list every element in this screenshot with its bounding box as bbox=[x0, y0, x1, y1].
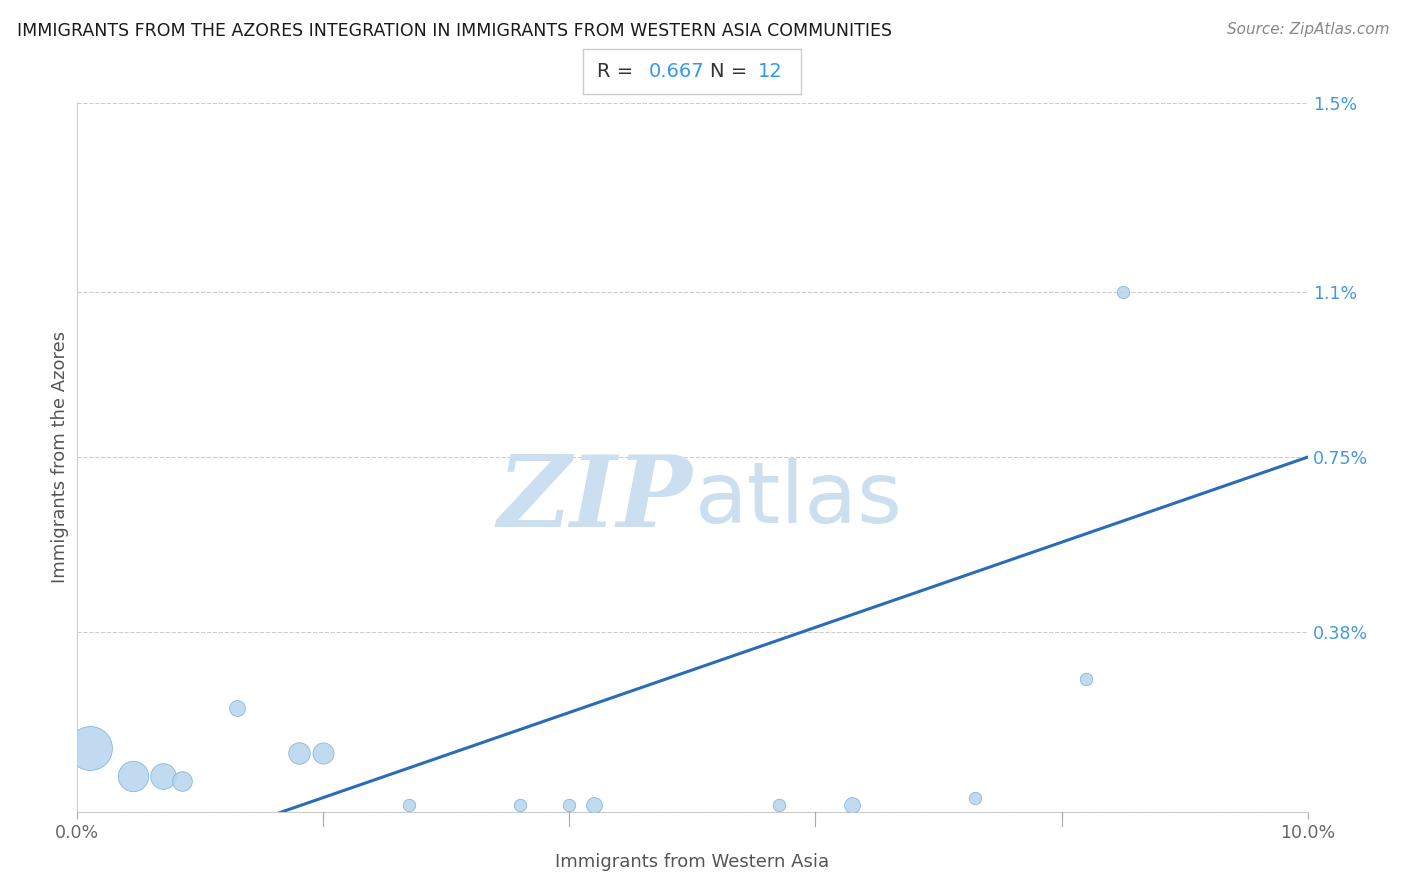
Point bbox=[583, 797, 606, 812]
Point bbox=[1112, 285, 1135, 299]
Text: IMMIGRANTS FROM THE AZORES INTEGRATION IN IMMIGRANTS FROM WESTERN ASIA COMMUNITI: IMMIGRANTS FROM THE AZORES INTEGRATION I… bbox=[17, 22, 891, 40]
Text: 0.667: 0.667 bbox=[650, 62, 704, 81]
Text: 12: 12 bbox=[758, 62, 783, 81]
Point bbox=[312, 746, 335, 760]
Text: Source: ZipAtlas.com: Source: ZipAtlas.com bbox=[1226, 22, 1389, 37]
Y-axis label: Immigrants from the Azores: Immigrants from the Azores bbox=[51, 331, 69, 583]
Text: R =: R = bbox=[596, 62, 640, 81]
Point bbox=[1076, 673, 1098, 687]
Point bbox=[121, 769, 143, 783]
Point bbox=[558, 797, 581, 812]
Point bbox=[509, 797, 531, 812]
X-axis label: Immigrants from Western Asia: Immigrants from Western Asia bbox=[555, 854, 830, 871]
Point bbox=[768, 797, 790, 812]
Point bbox=[841, 797, 863, 812]
Point bbox=[288, 746, 311, 760]
Text: atlas: atlas bbox=[695, 458, 903, 541]
Point bbox=[170, 774, 193, 789]
Text: ZIP: ZIP bbox=[498, 451, 693, 548]
Point bbox=[79, 740, 101, 755]
Point bbox=[226, 700, 249, 714]
Point bbox=[152, 769, 174, 783]
Point bbox=[398, 797, 420, 812]
Text: N =: N = bbox=[710, 62, 754, 81]
Point bbox=[965, 791, 987, 805]
